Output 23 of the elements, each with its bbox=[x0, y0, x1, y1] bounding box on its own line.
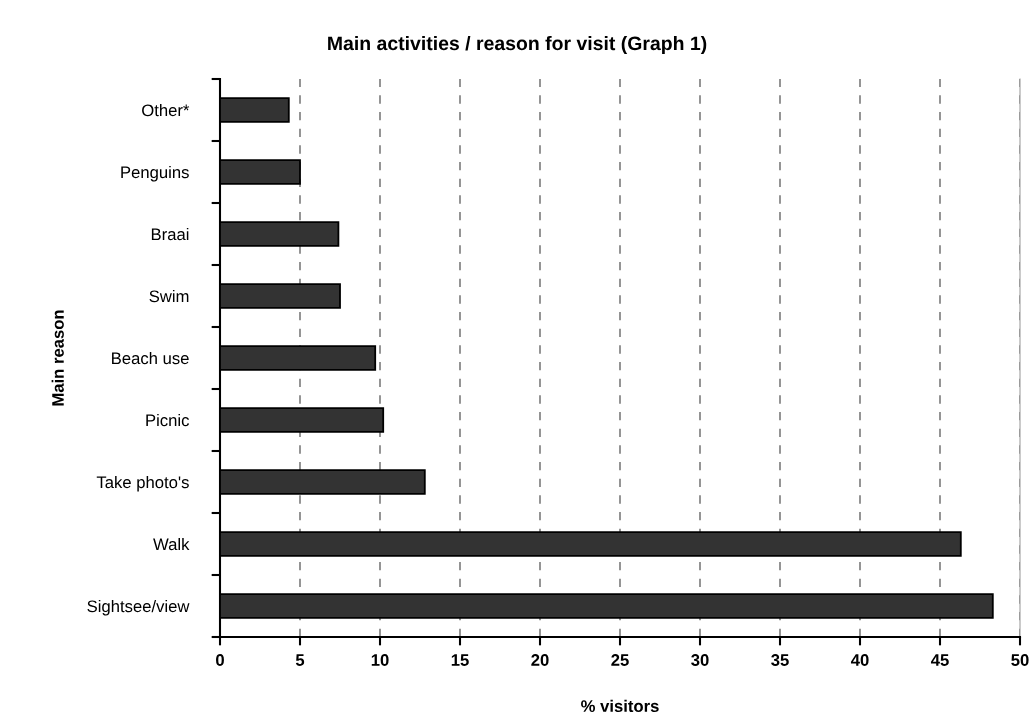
y-tick-label: Beach use bbox=[112, 351, 189, 365]
y-axis-title: Main reason bbox=[51, 310, 64, 406]
x-tick-label: 45 bbox=[930, 654, 949, 666]
y-tick-label: Picnic bbox=[146, 413, 189, 427]
y-tick-label: Penguins bbox=[121, 165, 189, 182]
x-tick-label: 0 bbox=[216, 654, 224, 666]
y-tick-label: Other* bbox=[142, 103, 190, 117]
y-tick-label: Take photo's bbox=[96, 475, 189, 492]
x-axis-title: % visitors bbox=[581, 699, 659, 712]
x-tick-label: 10 bbox=[371, 654, 389, 666]
y-tick-label: Swim bbox=[149, 289, 189, 303]
chart-title: Main activities / reason for visit (Graph 1) bbox=[328, 35, 707, 55]
y-tick-label: Walk bbox=[153, 537, 190, 551]
y-tick-label: Braai bbox=[151, 227, 189, 241]
x-tick-label: 50 bbox=[1011, 654, 1029, 666]
x-tick-label: 15 bbox=[451, 654, 469, 666]
y-tick-label: Sightsee/view bbox=[87, 599, 190, 616]
x-tick-label: 20 bbox=[531, 654, 549, 666]
x-tick-label: 5 bbox=[295, 654, 305, 666]
x-tick-label: 25 bbox=[611, 654, 629, 666]
x-tick-label: 40 bbox=[850, 654, 869, 666]
x-tick-label: 35 bbox=[771, 654, 789, 666]
x-tick-label: 30 bbox=[691, 654, 709, 666]
